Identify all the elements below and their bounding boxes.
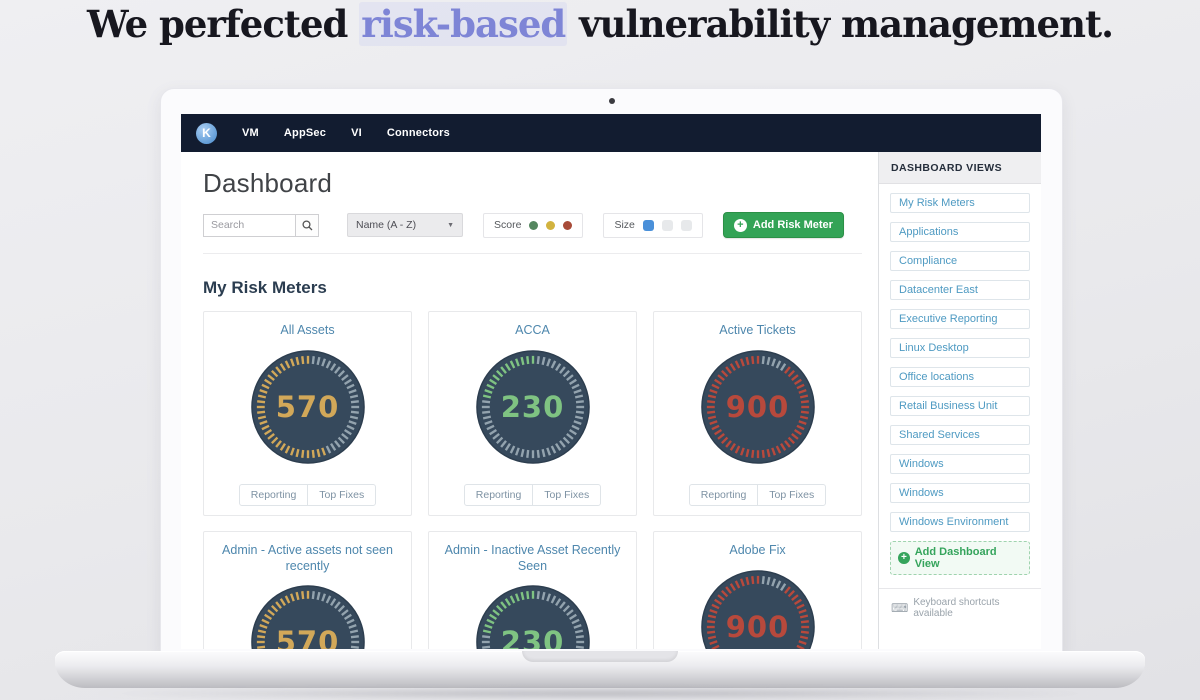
risk-meter-card: Adobe Fix 900 Reporting Top Fixes: [653, 531, 862, 649]
size-swatch[interactable]: [661, 219, 673, 231]
toolbar-divider: [203, 253, 862, 254]
risk-meter-gauge[interactable]: 900: [699, 348, 817, 466]
filter-toolbar: Name (A - Z) ▼ Score: [203, 212, 862, 238]
risk-meter-card: All Assets 570 Reporting Top Fixes: [203, 311, 412, 516]
laptop-screen: K VM AppSec VI Connectors Dashboard: [160, 88, 1063, 655]
size-swatch[interactable]: [642, 219, 654, 231]
risk-meter-gauge[interactable]: 230: [474, 583, 592, 649]
risk-meter-card: Admin - Inactive Asset Recently Seen 230…: [428, 531, 637, 649]
sidebar-header: DASHBOARD VIEWS: [879, 152, 1041, 184]
search-button[interactable]: [295, 213, 319, 237]
sidebar-view-item[interactable]: Executive Reporting: [890, 309, 1030, 329]
risk-meter-grid: All Assets 570 Reporting Top Fixes ACCA …: [203, 311, 862, 649]
top-fixes-button[interactable]: Top Fixes: [532, 484, 602, 506]
webcam-dot: [608, 98, 615, 104]
risk-meter-gauge[interactable]: 900: [699, 568, 817, 649]
laptop-shadow: [95, 689, 1105, 698]
add-dashboard-view-button[interactable]: + Add Dashboard View: [890, 541, 1030, 575]
search-icon: [301, 219, 312, 230]
risk-meter-gauge[interactable]: 570: [249, 348, 367, 466]
sort-dropdown-value: Name (A - Z): [356, 219, 417, 231]
sidebar-view-item[interactable]: Datacenter East: [890, 280, 1030, 300]
kenna-logo-icon[interactable]: K: [196, 122, 217, 144]
sidebar-divider: [879, 588, 1041, 589]
main-content: Dashboard Name (A - Z) ▼: [181, 152, 878, 649]
risk-meter-title[interactable]: All Assets: [280, 323, 335, 337]
page-title: Dashboard: [203, 168, 332, 198]
risk-meter-title[interactable]: ACCA: [515, 323, 550, 337]
sidebar-view-item[interactable]: Windows: [890, 483, 1030, 503]
score-filter-label: Score: [494, 219, 522, 231]
keyboard-shortcuts-note: ⌨ Keyboard shortcuts available: [879, 589, 1041, 627]
headline-pre: We perfected: [87, 2, 360, 46]
sidebar-view-item[interactable]: My Risk Meters: [890, 193, 1030, 213]
sidebar-view-item[interactable]: Applications: [890, 222, 1030, 242]
sidebar-view-item[interactable]: Linux Desktop: [890, 338, 1030, 358]
app-window: K VM AppSec VI Connectors Dashboard: [181, 114, 1041, 649]
dashboard-views-sidebar: DASHBOARD VIEWS My Risk Meters Applicati…: [878, 152, 1041, 649]
nav-item[interactable]: Connectors: [386, 127, 450, 139]
plus-icon: +: [898, 552, 910, 564]
reporting-button[interactable]: Reporting: [688, 484, 759, 506]
keyboard-icon: ⌨: [891, 601, 909, 615]
nav-item[interactable]: AppSec: [283, 127, 327, 139]
headline: We perfected risk-based vulnerability ma…: [0, 2, 1200, 46]
size-swatch[interactable]: [680, 219, 692, 231]
sidebar-view-item[interactable]: Retail Business Unit: [890, 396, 1030, 416]
risk-meter-title[interactable]: Admin - Inactive Asset Recently Seen: [444, 543, 621, 573]
size-filter: Size: [603, 212, 703, 238]
add-risk-meter-button[interactable]: + Add Risk Meter: [722, 212, 844, 238]
plus-icon: +: [733, 218, 747, 232]
sidebar-view-item[interactable]: Windows Environment: [890, 512, 1030, 532]
add-risk-meter-label: Add Risk Meter: [752, 219, 833, 231]
risk-meter-gauge[interactable]: 570: [249, 583, 367, 649]
score-dot[interactable]: [529, 220, 539, 230]
risk-meter-title[interactable]: Admin - Active assets not seen recently: [222, 543, 393, 573]
nav-item[interactable]: VM: [242, 127, 259, 139]
top-fixes-button[interactable]: Top Fixes: [757, 484, 827, 506]
search-input[interactable]: [203, 213, 295, 237]
risk-meter-title[interactable]: Adobe Fix: [729, 543, 786, 557]
sidebar-view-item[interactable]: Windows: [890, 454, 1030, 474]
risk-meter-card: Admin - Active assets not seen recently …: [203, 531, 412, 649]
risk-meter-gauge[interactable]: 230: [474, 348, 592, 466]
sidebar-view-item[interactable]: Shared Services: [890, 425, 1030, 445]
reporting-button[interactable]: Reporting: [463, 484, 534, 506]
risk-meters-section-title: My Risk Meters: [203, 278, 327, 297]
laptop-base-notch: [522, 651, 678, 662]
risk-meter-title[interactable]: Active Tickets: [719, 323, 796, 337]
add-dashboard-view-label: Add Dashboard View: [914, 546, 997, 570]
risk-meter-card: Active Tickets 900 Reporting Top Fixes: [653, 311, 862, 516]
keyboard-shortcuts-text: Keyboard shortcuts available: [913, 597, 1000, 619]
reporting-button[interactable]: Reporting: [238, 484, 309, 506]
top-fixes-button[interactable]: Top Fixes: [307, 484, 377, 506]
risk-meter-card: ACCA 230 Reporting Top Fixes: [428, 311, 637, 516]
score-dot[interactable]: [563, 220, 573, 230]
score-dot[interactable]: [546, 220, 556, 230]
sidebar-view-item[interactable]: Compliance: [890, 251, 1030, 271]
size-filter-label: Size: [614, 219, 635, 231]
sort-dropdown[interactable]: Name (A - Z) ▼: [347, 213, 463, 237]
laptop-base: [55, 651, 1145, 688]
sidebar-view-item[interactable]: Office locations: [890, 367, 1030, 387]
headline-post: vulnerability management.: [567, 2, 1114, 46]
chevron-down-icon: ▼: [447, 221, 454, 229]
headline-highlight: risk-based: [359, 2, 568, 46]
score-filter: Score: [483, 212, 584, 238]
nav-item[interactable]: VI: [351, 127, 362, 139]
sidebar-view-list: My Risk Meters Applications Compliance D…: [879, 184, 1041, 532]
top-navbar: K VM AppSec VI Connectors: [181, 114, 1041, 152]
